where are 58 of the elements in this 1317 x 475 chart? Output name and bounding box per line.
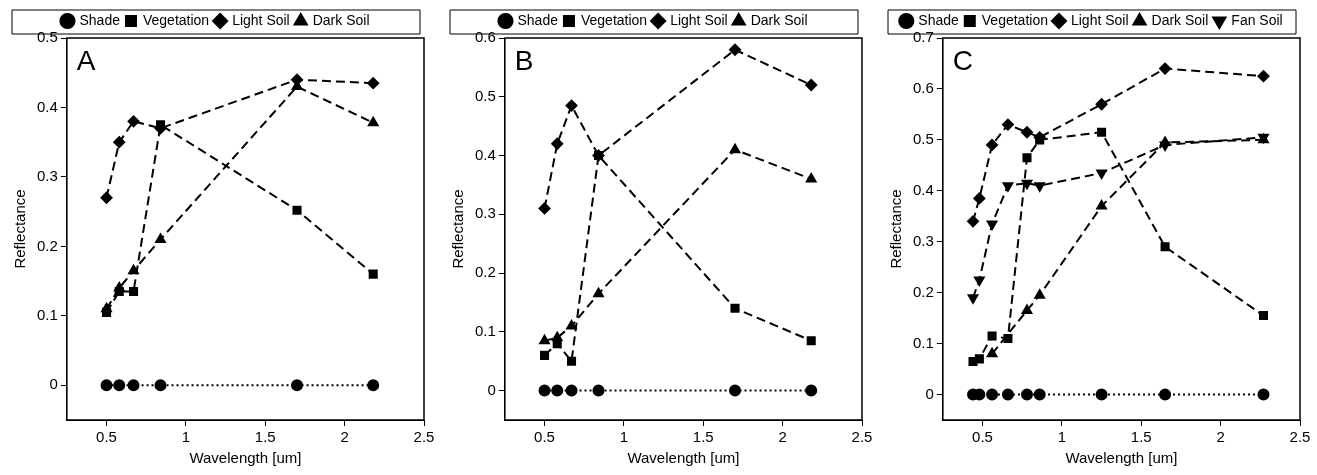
y-tick-label: 0.7: [912, 28, 934, 46]
x-tick-label: 0.5: [534, 428, 555, 446]
y-tick-label: 0.2: [912, 282, 934, 300]
x-axis-title: Wavelength [um]: [189, 449, 302, 467]
y-tick-label: 0.3: [474, 204, 496, 222]
legend-label: Vegetation: [981, 11, 1048, 28]
legend-label: Shade: [517, 11, 559, 28]
y-tick-label: 0.4: [474, 145, 496, 163]
x-tick-label: 2.5: [1289, 428, 1311, 446]
legend-label: Fan Soil: [1231, 11, 1283, 28]
annotation: C: [952, 44, 974, 76]
x-tick-label: 1: [619, 428, 629, 446]
x-tick-label: 1: [1057, 428, 1067, 446]
legend-label: Dark Soil: [1151, 11, 1209, 28]
legend-label: Dark Soil: [312, 11, 370, 28]
x-tick-label: 0.5: [96, 428, 117, 446]
legend-label: Light Soil: [1070, 11, 1129, 28]
x-tick-label: 0.5: [972, 428, 993, 446]
x-axis-title: Wavelength [um]: [1065, 449, 1178, 467]
y-tick-label: 0.5: [36, 28, 58, 46]
x-tick-label: 2.5: [413, 428, 435, 446]
y-tick-label: 0.1: [474, 321, 496, 339]
x-tick-label: 2: [778, 428, 787, 446]
y-axis-title: Reflectance: [449, 189, 467, 269]
y-tick-label: 0.2: [474, 263, 496, 281]
y-tick-label: 0.4: [912, 180, 934, 198]
y-tick-label: 0.1: [36, 305, 58, 323]
legend-label: Shade: [918, 11, 959, 28]
x-tick-label: 2: [340, 428, 349, 446]
x-tick-label: 1.5: [254, 428, 276, 446]
y-tick-label: 0.5: [912, 130, 934, 148]
legend-label: Light Soil: [232, 11, 290, 28]
y-axis-title: Reflectance: [887, 189, 905, 269]
y-tick-label: 0.1: [912, 333, 934, 351]
y-tick-label: 0.3: [912, 231, 934, 249]
y-tick-label: 0: [925, 384, 934, 402]
annotation: B: [514, 44, 534, 76]
legend-label: Shade: [79, 11, 121, 28]
x-tick-label: 1: [181, 428, 191, 446]
legend-label: Vegetation: [142, 11, 210, 28]
x-tick-label: 1.5: [1130, 428, 1152, 446]
legend-label: Light Soil: [670, 11, 728, 28]
x-axis-title: Wavelength [um]: [627, 449, 740, 467]
legend-label: Dark Soil: [750, 11, 808, 28]
x-tick-label: 2.5: [851, 428, 873, 446]
y-tick-label: 0.2: [36, 236, 58, 254]
y-axis-title: Reflectance: [11, 189, 29, 269]
y-tick-label: 0: [49, 375, 58, 393]
x-tick-label: 1.5: [692, 428, 714, 446]
y-tick-label: 0.6: [474, 28, 496, 46]
legend-label: Vegetation: [580, 11, 648, 28]
y-tick-label: 0.3: [36, 167, 58, 185]
x-tick-label: 2: [1216, 428, 1225, 446]
y-tick-label: 0.4: [36, 97, 58, 115]
y-tick-label: 0.6: [912, 79, 934, 97]
annotation: A: [76, 44, 96, 76]
y-tick-label: 0.5: [474, 86, 496, 104]
y-tick-label: 0: [487, 380, 496, 398]
